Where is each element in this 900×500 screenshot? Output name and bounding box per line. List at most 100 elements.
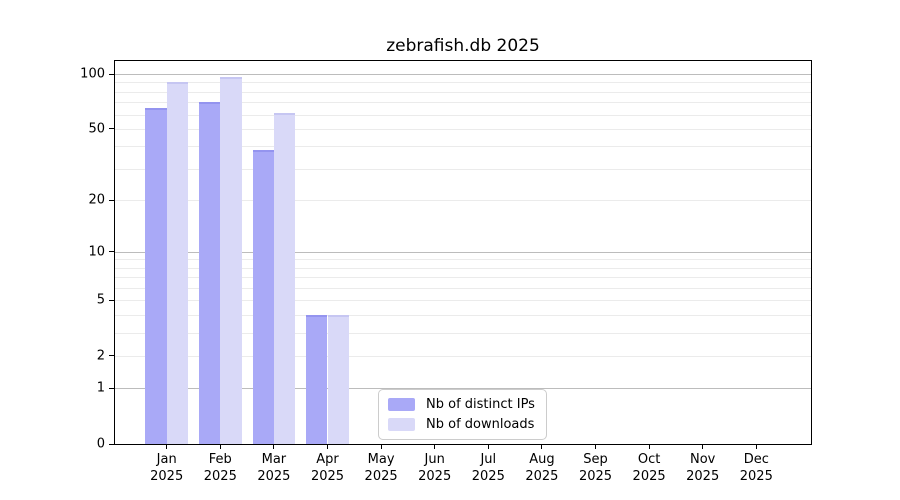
- x-tick-year: 2025: [257, 469, 291, 484]
- x-tick-year: 2025: [632, 469, 666, 484]
- x-tick-year: 2025: [203, 469, 237, 484]
- legend-label-downloads: Nb of downloads: [426, 417, 535, 432]
- x-tick-month: Jan: [156, 452, 177, 467]
- y-tick-label: 5: [96, 292, 105, 308]
- x-tick-month: Aug: [529, 452, 555, 467]
- minor-gridline: [115, 82, 811, 84]
- minor-gridline: [115, 128, 811, 130]
- legend-item-distinct-ips: Nb of distinct IPs: [388, 397, 535, 412]
- legend-swatch-distinct-ips: [388, 398, 415, 411]
- x-tick-month: Nov: [690, 452, 716, 467]
- y-tick-label: 2: [96, 348, 105, 364]
- legend-label-distinct-ips: Nb of distinct IPs: [426, 397, 535, 412]
- x-tick-year: 2025: [525, 469, 559, 484]
- y-tick-mark: [109, 199, 114, 201]
- minor-gridline: [115, 91, 811, 93]
- x-tick-month: Mar: [261, 452, 287, 467]
- x-tick-label: Aug 2025: [515, 451, 569, 485]
- plot-area: [114, 60, 812, 445]
- x-tick-label: Nov 2025: [676, 451, 730, 485]
- minor-gridline: [115, 355, 811, 357]
- x-tick-label: Apr 2025: [301, 451, 355, 485]
- y-tick-mark: [109, 128, 114, 130]
- y-tick-label: 1: [96, 380, 105, 396]
- minor-gridline: [115, 277, 811, 279]
- x-tick-year: 2025: [364, 469, 398, 484]
- bar-downloads-jan: [166, 82, 189, 444]
- minor-gridline: [115, 315, 811, 317]
- x-tick-label: Jul 2025: [461, 451, 515, 485]
- y-tick-label: 20: [88, 192, 105, 208]
- y-tick-label: 100: [80, 66, 105, 82]
- x-tick-year: 2025: [578, 469, 613, 484]
- minor-gridline: [115, 168, 811, 170]
- x-tick-mark: [327, 445, 328, 449]
- y-tick-mark: [109, 355, 114, 357]
- minor-gridline: [115, 332, 811, 334]
- x-tick-mark: [380, 445, 382, 449]
- x-tick-year: 2025: [471, 469, 505, 484]
- x-tick-mark: [648, 445, 650, 449]
- x-tick-label: Oct 2025: [622, 451, 676, 485]
- x-tick-mark: [273, 445, 275, 449]
- x-tick-mark: [595, 445, 596, 449]
- y-tick-label: 10: [88, 244, 105, 260]
- x-tick-month: May: [367, 452, 395, 467]
- legend-swatch-downloads: [388, 418, 415, 431]
- x-tick-mark: [166, 445, 168, 449]
- bar-ips-feb: [198, 102, 221, 444]
- legend-item-downloads: Nb of downloads: [388, 417, 535, 432]
- minor-gridline: [115, 102, 811, 104]
- y-tick-label: 0: [96, 436, 105, 452]
- minor-gridline: [115, 200, 811, 201]
- x-tick-mark: [755, 445, 757, 449]
- minor-gridline: [115, 267, 811, 269]
- x-tick-label: May 2025: [354, 451, 408, 485]
- x-tick-label: Sep 2025: [569, 451, 623, 485]
- bar-downloads-feb: [220, 77, 242, 444]
- minor-gridline: [115, 300, 811, 302]
- x-tick-label: Jan 2025: [140, 451, 194, 485]
- x-tick-mark: [434, 445, 436, 449]
- major-gridline: [115, 251, 811, 253]
- x-tick-month: Sep: [583, 452, 608, 467]
- minor-gridline: [115, 259, 811, 261]
- y-tick-label: 50: [88, 121, 105, 137]
- minor-gridline: [115, 288, 811, 290]
- x-tick-month: Jul: [480, 452, 497, 467]
- x-tick-mark: [219, 445, 221, 449]
- x-tick-mark: [487, 445, 489, 449]
- minor-gridline: [115, 114, 811, 116]
- bar-downloads-apr: [327, 315, 349, 444]
- x-tick-label: Mar 2025: [247, 451, 301, 485]
- bar-downloads-mar: [273, 113, 296, 444]
- x-tick-mark: [541, 445, 543, 449]
- y-tick-mark: [109, 443, 114, 445]
- x-tick-mark: [702, 445, 704, 449]
- x-tick-month: Oct: [637, 452, 661, 467]
- x-tick-label: Feb 2025: [193, 451, 247, 485]
- x-tick-label: Dec 2025: [729, 451, 783, 485]
- x-tick-month: Feb: [208, 452, 232, 467]
- major-gridline: [115, 74, 811, 76]
- x-tick-year: 2025: [686, 469, 720, 484]
- x-tick-month: Dec: [743, 452, 769, 467]
- bar-ips-mar: [252, 150, 274, 444]
- x-tick-year: 2025: [310, 469, 345, 484]
- y-tick-mark: [109, 251, 114, 253]
- x-tick-year: 2025: [418, 469, 452, 484]
- x-tick-label: Jun 2025: [408, 451, 462, 485]
- bar-ips-jan: [145, 108, 167, 444]
- x-tick-month: Jun: [424, 452, 445, 467]
- x-tick-month: Apr: [316, 452, 339, 467]
- minor-gridline: [115, 146, 811, 148]
- chart-title: zebrafish.db 2025: [386, 36, 540, 56]
- x-tick-year: 2025: [150, 469, 184, 484]
- y-tick-mark: [109, 387, 114, 389]
- legend: Nb of distinct IPs Nb of downloads: [378, 389, 547, 440]
- y-tick-mark: [109, 73, 114, 75]
- y-tick-mark: [109, 299, 114, 301]
- bar-ips-apr: [306, 315, 328, 444]
- major-gridline: [115, 388, 811, 390]
